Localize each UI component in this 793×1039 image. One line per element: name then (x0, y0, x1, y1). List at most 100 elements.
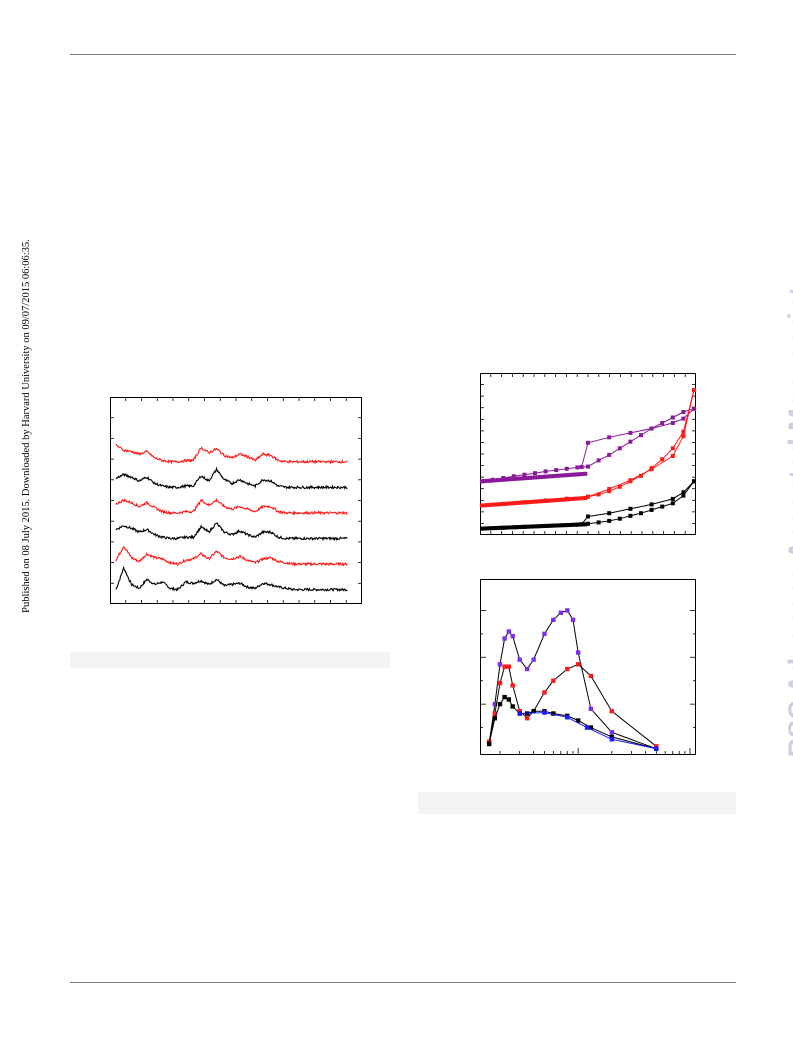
isotherm-dense-marker (580, 471, 585, 476)
isotherm-marker (522, 472, 527, 477)
isotherm-marker (543, 469, 548, 474)
isotherm-dense-marker (556, 497, 561, 502)
distribution-line-0 (488, 609, 657, 750)
isotherm-dense-marker (501, 477, 506, 482)
isotherm-dense-marker (540, 474, 545, 479)
isotherm-dense-marker (551, 474, 556, 479)
isotherm-dense-marker (543, 498, 548, 503)
isotherm-dense-marker (559, 497, 564, 502)
isotherm-dense-marker (498, 525, 503, 530)
distribution-marker (531, 708, 536, 714)
isotherm-dense-marker (485, 526, 490, 531)
isotherm-marker (554, 468, 559, 473)
distribution-marker (654, 746, 659, 751)
isotherm-dense-marker (538, 499, 543, 504)
isotherm-dense-marker (578, 522, 583, 527)
isotherm-dense-marker (572, 496, 577, 501)
isotherm-dense-marker (554, 523, 559, 528)
pattern-series-1 (115, 546, 348, 567)
distribution-marker (551, 678, 556, 683)
distribution-marker (510, 683, 515, 688)
isotherm-dense-marker (490, 526, 495, 531)
isotherm-dense-marker (551, 523, 556, 528)
isotherm-marker (681, 429, 686, 434)
isotherm-dense-marker (554, 498, 559, 503)
isotherm-marker (617, 484, 622, 489)
isotherm-dense-marker (519, 524, 524, 529)
distribution-marker (551, 617, 556, 622)
distribution-line-3 (519, 712, 657, 750)
isotherm-branch-marker (628, 506, 633, 511)
distribution-marker (588, 673, 594, 679)
isotherm-dense-marker (575, 496, 580, 501)
header-rule (70, 54, 736, 55)
isotherm-marker (586, 464, 590, 469)
isotherm-dense-marker (487, 478, 492, 483)
download-notice: Published on 08 July 2015. Downloaded by… (21, 239, 32, 613)
isotherm-dense-marker (522, 476, 527, 481)
isotherm-chart (480, 373, 696, 535)
isotherm-dense-marker (511, 476, 516, 481)
isotherm-dense-marker (535, 524, 540, 529)
isotherm-dense-marker (506, 477, 511, 482)
isotherm-branch-2 (581, 480, 695, 525)
distribution-marker (570, 617, 576, 622)
isotherm-branch-1 (587, 389, 695, 498)
distribution-marker (502, 694, 507, 700)
distribution-marker (542, 710, 547, 715)
isotherm-dense-marker (551, 498, 556, 503)
isotherm-branch-marker (586, 494, 590, 499)
isotherm-dense-marker (525, 524, 530, 529)
isotherm-dense-marker (501, 525, 506, 530)
isotherm-dense-marker (511, 525, 516, 530)
isotherm-dense-marker (480, 503, 484, 508)
isotherm-dense-marker (511, 501, 516, 506)
isotherm-line-1 (481, 389, 695, 506)
distribution-marker (565, 608, 570, 613)
isotherm-marker (660, 421, 665, 425)
caption-band-right (418, 792, 736, 814)
isotherm-dense-marker (530, 499, 535, 504)
distribution-marker (588, 725, 594, 730)
isotherm-dense-marker (548, 474, 553, 479)
isotherm-branch-marker (649, 467, 654, 472)
isotherm-dense-marker (567, 472, 572, 477)
isotherm-dense-marker (498, 477, 503, 482)
isotherm-branch-marker (692, 479, 696, 484)
isotherm-dense-marker (480, 479, 484, 484)
isotherm-dense-marker (548, 498, 553, 503)
distribution-marker (492, 711, 498, 716)
isotherm-dense-marker (482, 503, 487, 508)
isotherm-dense-marker (562, 497, 567, 502)
isotherm-marker (670, 501, 675, 506)
isotherm-marker (607, 518, 612, 523)
distribution-marker (517, 711, 522, 716)
distribution-marker (609, 737, 615, 742)
isotherm-dense-marker (509, 477, 514, 482)
isotherm-dense-marker (522, 500, 527, 505)
isotherm-dense-marker (580, 496, 585, 501)
distribution-marker (542, 690, 547, 695)
accepted-manuscript-watermark: RSC Advances Accepted Manuscript (783, 286, 793, 758)
plot-frame (480, 579, 696, 755)
isotherm-dense-marker (514, 525, 519, 530)
isotherm-dense-marker (578, 496, 583, 501)
distribution-marker (486, 741, 492, 747)
distribution-marker (510, 634, 515, 639)
isotherm-dense-marker (559, 523, 564, 528)
footer-rule (70, 982, 736, 983)
isotherm-dense-marker (493, 478, 498, 483)
isotherm-dense-marker (527, 524, 532, 529)
isotherm-dense-marker (556, 523, 561, 528)
isotherm-dense-marker (530, 524, 535, 529)
isotherm-dense-marker (562, 523, 567, 528)
isotherm-marker (511, 474, 516, 479)
pattern-series-5 (115, 443, 348, 465)
distribution-line-1 (488, 663, 657, 747)
distribution-marker (575, 662, 581, 667)
isotherm-dense-marker (575, 522, 580, 527)
isotherm-marker (617, 516, 622, 521)
distribution-line-2 (488, 696, 657, 750)
distribution-marker (575, 650, 581, 655)
distribution-marker (492, 716, 498, 721)
